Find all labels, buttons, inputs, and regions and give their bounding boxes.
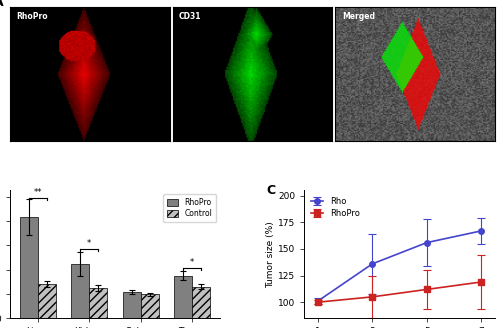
Bar (192, 287, 210, 318)
Text: C: C (266, 184, 275, 197)
Bar (122, 292, 141, 318)
Text: Merged: Merged (342, 12, 375, 21)
Text: **: ** (34, 188, 42, 197)
Bar (71, 264, 89, 318)
Bar (38, 284, 56, 318)
Text: *: * (190, 258, 194, 267)
Bar (141, 295, 159, 318)
Text: *: * (87, 239, 92, 248)
Bar (89, 288, 107, 318)
Text: A: A (0, 0, 4, 9)
Legend: Rho, RhoPro: Rho, RhoPro (308, 195, 362, 220)
Legend: RhoPro, Control: RhoPro, Control (163, 194, 216, 222)
Text: CD31: CD31 (179, 12, 202, 21)
Text: RhoPro: RhoPro (16, 12, 48, 21)
Y-axis label: Tumor size (%): Tumor size (%) (266, 221, 275, 288)
Bar (20, 217, 38, 318)
Bar (174, 276, 192, 318)
